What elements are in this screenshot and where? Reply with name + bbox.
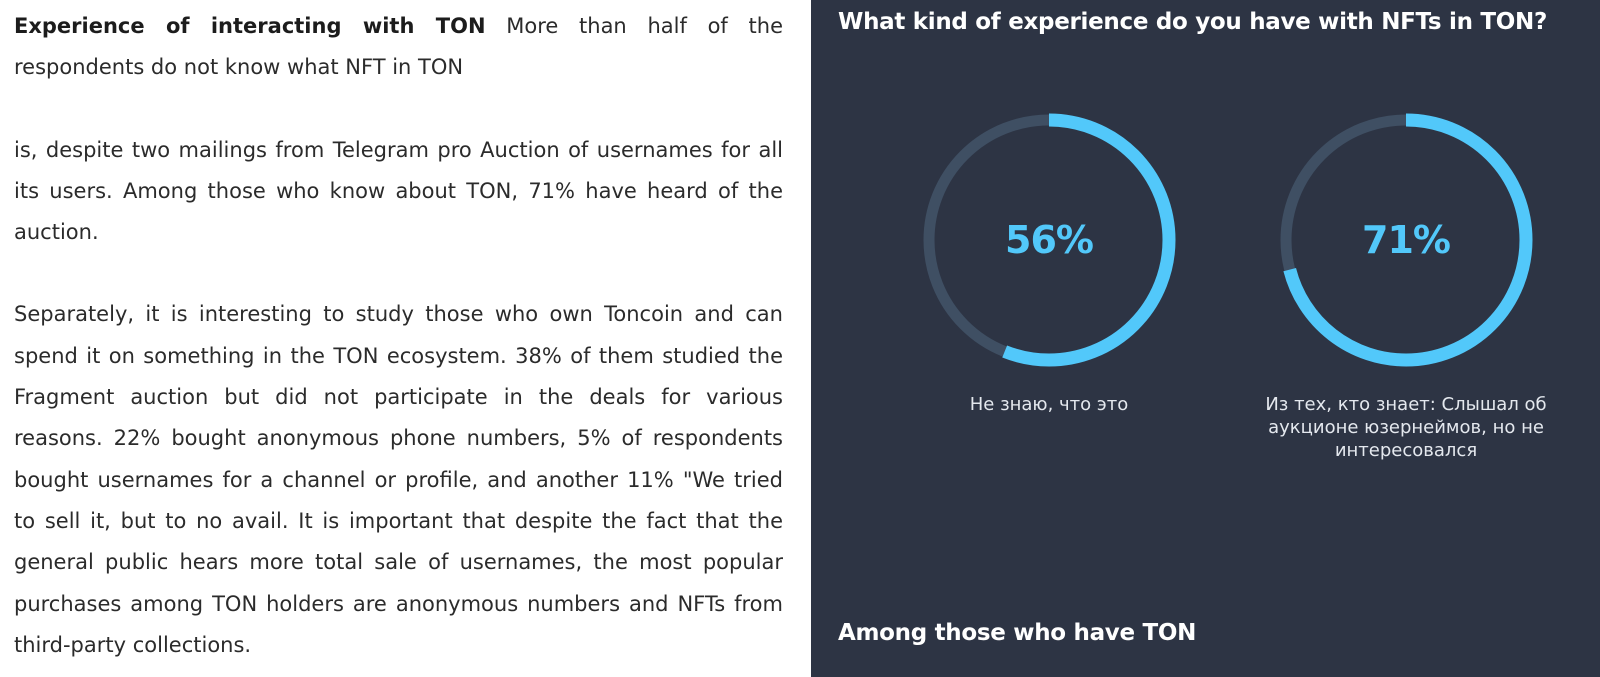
article-lead: Experience of interacting with TON [14, 14, 486, 38]
slide-footer: Among those who have TON [838, 620, 1197, 646]
donut-label-1: Не знаю, что это [969, 394, 1129, 415]
article-column: Experience of interacting with TON More … [14, 6, 783, 657]
donut-value-2: 71% [1362, 218, 1451, 262]
donut-arc-2 [1279, 113, 1533, 367]
donut-chart-1: 56% [918, 109, 1180, 371]
donut-ring-1 [922, 113, 1176, 367]
donut-label-2: Из тех, кто знает: Слышал об аукционе юз… [1265, 394, 1547, 461]
paragraph-gap [14, 89, 783, 130]
article-paragraph-1: Experience of interacting with TON More … [14, 6, 783, 89]
article-paragraph-3: Separately, it is interesting to study t… [14, 302, 783, 657]
donut-arc-1 [922, 113, 1176, 367]
article-paragraph-2: is, despite two mailings from Telegram p… [14, 137, 783, 245]
donut-chart-2: 71% [1275, 109, 1537, 371]
slide-panel: What kind of experience do you have with… [811, 0, 1600, 677]
article-paragraph-1-text: More than half of the respondents do not… [14, 14, 783, 80]
donut-ring-2 [1279, 113, 1533, 367]
slide-title: What kind of experience do you have with… [838, 9, 1547, 35]
donut-value-1: 56% [1005, 218, 1094, 262]
paragraph-gap [14, 253, 783, 294]
